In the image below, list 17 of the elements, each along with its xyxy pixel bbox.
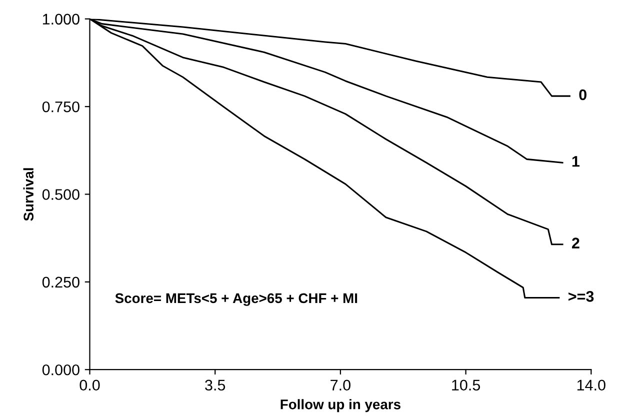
y-tick-label: 0.250 xyxy=(42,276,80,288)
y-tick-label: 1.000 xyxy=(42,14,80,25)
x-tick-label: 14.0 xyxy=(577,380,606,391)
series-label: 1 xyxy=(572,156,580,167)
annotation: Score= METs<5 + Age>65 + CHF + MI xyxy=(115,293,358,306)
y-tick-label: 0.000 xyxy=(42,364,80,376)
series-label: 0 xyxy=(579,89,586,100)
series-label: >=3 xyxy=(568,290,594,302)
y-tick-label: 0.500 xyxy=(42,189,80,200)
x-tick-label: 0.0 xyxy=(80,380,100,391)
x-tick-label: 3.5 xyxy=(205,380,226,391)
x-tick-label: 10.5 xyxy=(452,380,480,391)
y-tick-label: 0.750 xyxy=(42,101,80,112)
x-tick-label: 7.0 xyxy=(330,380,350,391)
x-axis-title: Follow up in years xyxy=(280,399,400,412)
series-label: 2 xyxy=(572,238,580,248)
y-axis-title: Survival xyxy=(23,168,34,221)
